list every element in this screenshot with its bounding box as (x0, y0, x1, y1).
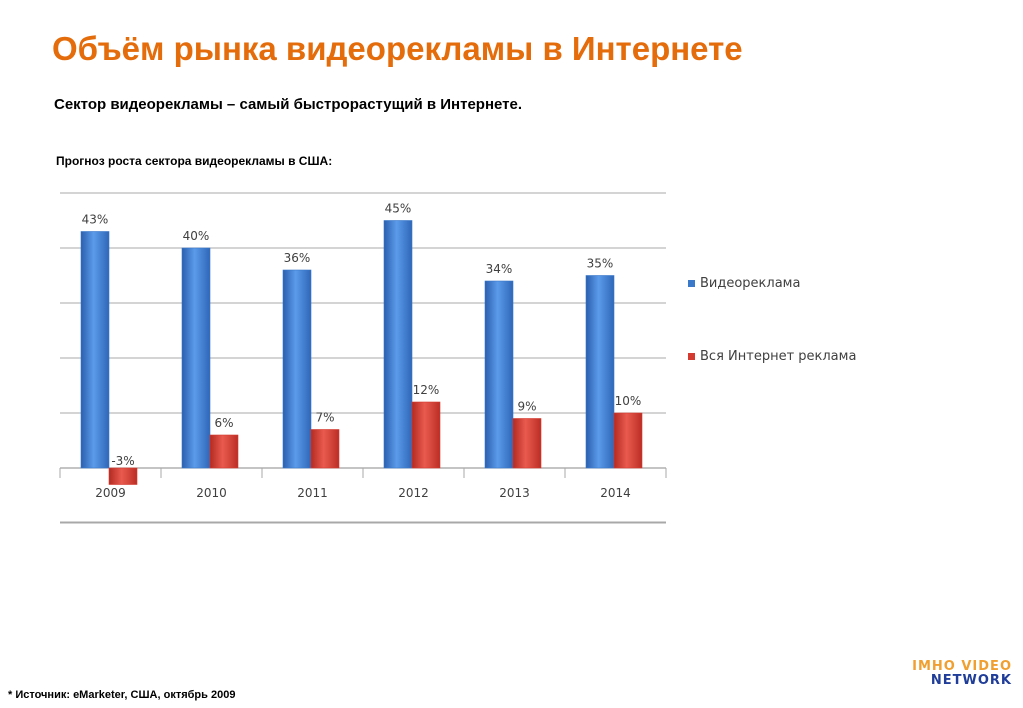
data-label: 34% (486, 262, 513, 276)
bar-internet-2013 (512, 418, 542, 469)
data-label: 12% (413, 383, 440, 397)
x-tick-label: 2009 (95, 486, 126, 500)
data-label: 9% (517, 400, 536, 414)
legend: Видеореклама Вся Интернет реклама (688, 276, 856, 364)
data-label: 45% (385, 202, 412, 216)
subtitle: Сектор видеорекламы – самый быстрорастущ… (54, 96, 523, 113)
bar-internet-2009 (108, 467, 138, 485)
bar-video-2010 (181, 247, 211, 469)
bar-video-2014 (585, 275, 615, 469)
chart-caption: Прогноз роста сектора видеорекламы в США… (56, 154, 333, 168)
logo-line-1: IMHO VIDEO (912, 659, 1012, 674)
data-label: 10% (615, 394, 642, 408)
grid-lines (60, 192, 666, 524)
data-label: -3% (111, 454, 134, 468)
page-title: Объём рынка видеорекламы в Интернете (52, 30, 743, 67)
data-label: 40% (183, 229, 210, 243)
x-tick-label: 2013 (499, 486, 530, 500)
data-label: 35% (587, 257, 614, 271)
data-label: 43% (82, 213, 109, 227)
legend-label: Вся Интернет реклама (700, 349, 856, 364)
bar-internet-2011 (310, 429, 340, 469)
bar-internet-2010 (209, 434, 239, 469)
company-logo: IMHO VIDEO NETWORK (896, 660, 1012, 688)
bar-internet-2012 (411, 401, 441, 469)
legend-swatch (688, 280, 695, 287)
legend-label: Видеореклама (700, 276, 800, 291)
x-tick-label: 2014 (600, 486, 631, 500)
bar-video-2011 (282, 269, 312, 469)
x-tick-label: 2010 (196, 486, 227, 500)
source-footnote: * Источник: eMarketer, США, октябрь 2009 (8, 689, 236, 701)
x-axis-ticks: 2009 2010 2011 2012 2013 2014 (59, 468, 667, 500)
data-labels: 43% -3% 40% 6% 36% 7% 45% 12% 34% 9% 35% 10% (82, 202, 642, 469)
data-label: 7% (315, 411, 334, 425)
legend-swatch (688, 353, 695, 360)
data-label: 36% (284, 251, 311, 265)
data-label: 6% (214, 416, 233, 430)
bar-video-2012 (383, 220, 413, 469)
bar-video-2009 (80, 231, 110, 469)
x-tick-label: 2012 (398, 486, 429, 500)
bar-internet-2014 (613, 412, 643, 469)
bar-video-2013 (484, 280, 514, 469)
x-tick-label: 2011 (297, 486, 328, 500)
logo-line-2: NETWORK (930, 673, 1012, 688)
bars (80, 220, 643, 485)
